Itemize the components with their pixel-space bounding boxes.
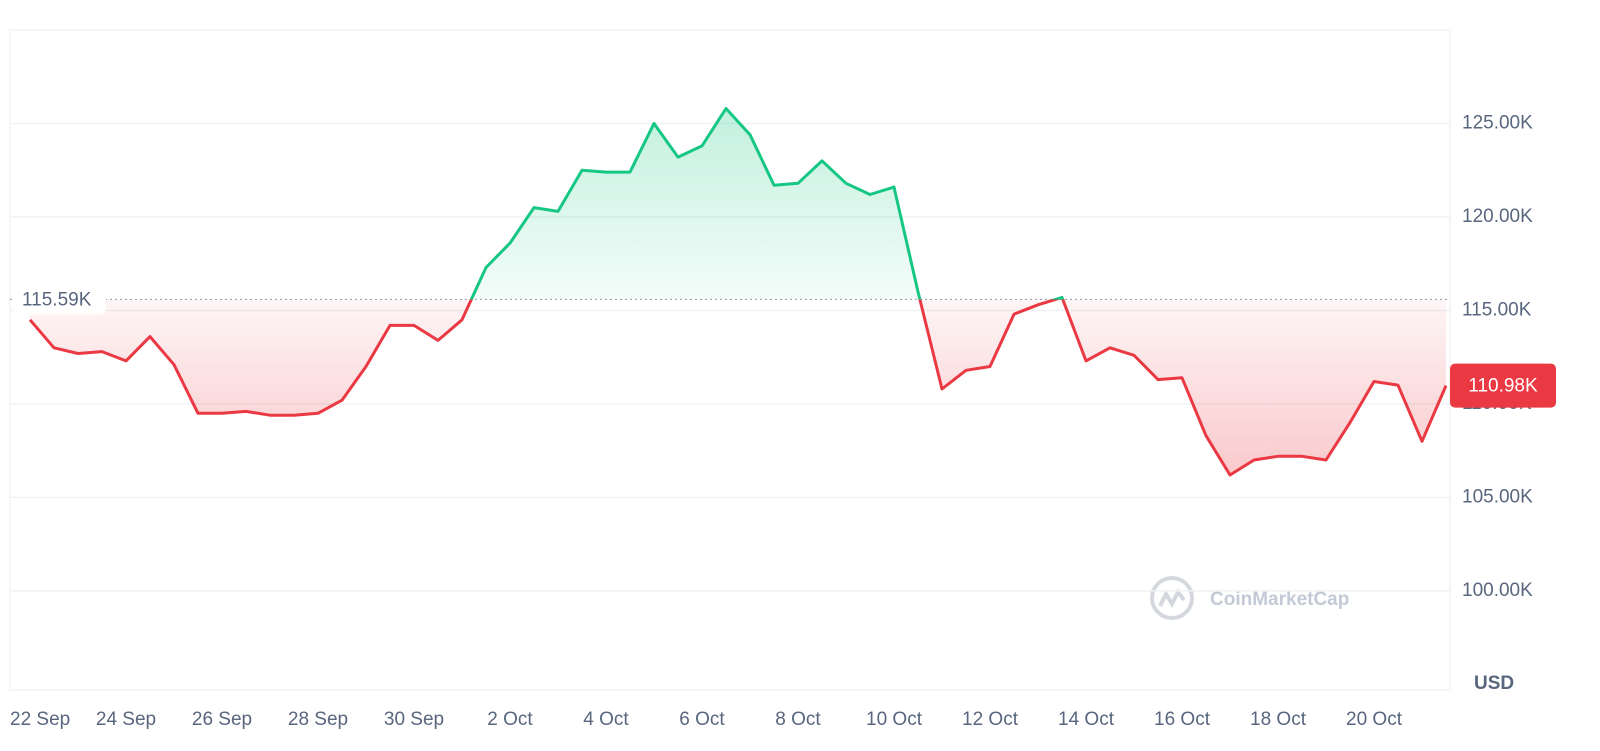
x-tick-label: 6 Oct <box>679 709 725 730</box>
price-area <box>30 108 1446 475</box>
x-tick-label: 30 Sep <box>384 709 444 730</box>
x-tick-label: 12 Oct <box>962 709 1019 730</box>
last-price-badge <box>1450 363 1556 408</box>
unit-label: USD <box>1474 673 1514 694</box>
x-tick-label: 28 Sep <box>288 709 348 730</box>
x-tick-label: 4 Oct <box>583 709 629 730</box>
plot-frame <box>9 29 1451 691</box>
x-tick-label: 20 Oct <box>1346 709 1403 730</box>
price-line <box>28 107 1448 477</box>
reference-label-bg <box>14 284 106 315</box>
y-tick-label: 115.00K <box>1462 299 1532 320</box>
x-tick-label: 14 Oct <box>1058 709 1115 730</box>
x-tick-label: 16 Oct <box>1154 709 1211 730</box>
y-tick-label: 105.00K <box>1462 486 1533 507</box>
x-tick-label: 24 Sep <box>96 709 156 730</box>
y-tick-label: 125.00K <box>1462 113 1533 134</box>
x-tick-label: 8 Oct <box>775 709 821 730</box>
watermark: CoinMarketCap <box>1210 589 1349 610</box>
last-price-label: 110.98K <box>1468 376 1538 397</box>
x-tick-label: 18 Oct <box>1250 709 1307 730</box>
x-tick-label: 2 Oct <box>487 709 533 730</box>
y-tick-label: 120.00K <box>1462 206 1533 227</box>
y-tick-label: 100.00K <box>1462 580 1533 601</box>
watermark-logo <box>1150 576 1194 620</box>
x-tick-label: 22 Sep <box>10 709 70 730</box>
x-tick-label: 10 Oct <box>866 709 923 730</box>
x-tick-label: 26 Sep <box>192 709 252 730</box>
reference-label: 115.59K <box>22 289 92 310</box>
